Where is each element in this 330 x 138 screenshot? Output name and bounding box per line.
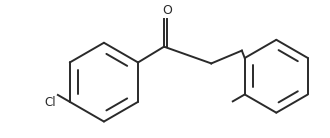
Text: O: O [162,4,172,17]
Text: Cl: Cl [44,96,56,109]
